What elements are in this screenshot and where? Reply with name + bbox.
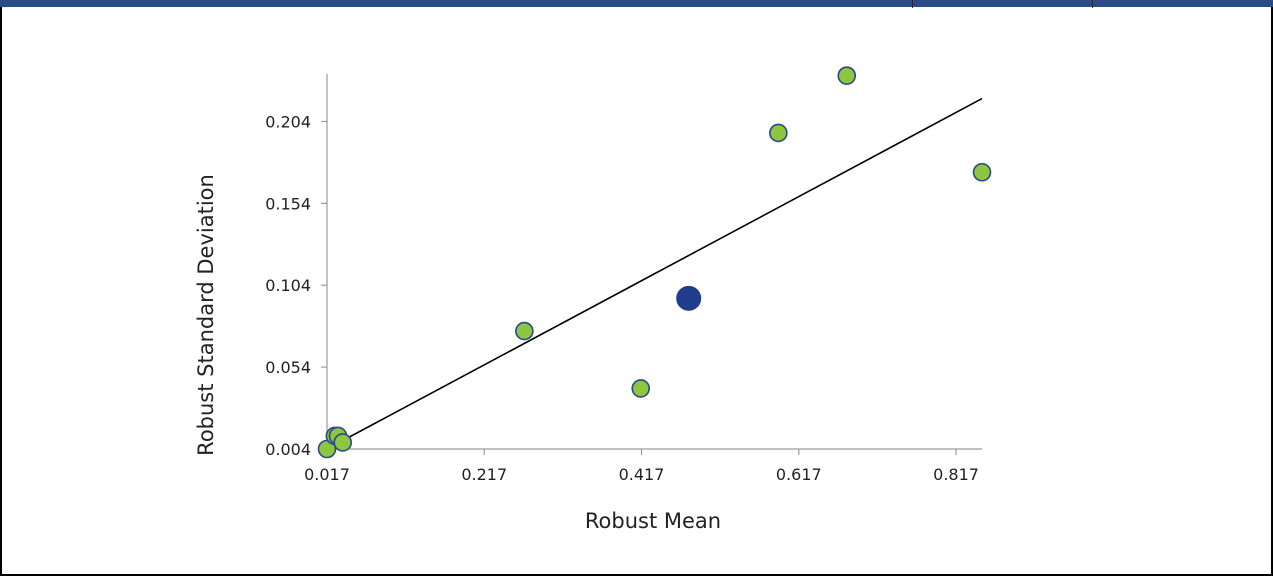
data-point <box>972 162 992 182</box>
y-tick-label: 0.054 <box>265 358 311 377</box>
header-divider-right <box>1092 0 1093 8</box>
y-tick-label: 0.004 <box>265 440 311 459</box>
data-point <box>515 321 534 341</box>
x-tick-label: 0.417 <box>619 465 665 484</box>
y-tick-label: 0.104 <box>265 276 311 295</box>
labels-layer: 0.004 0.054 0.104 0.154 0.204 0.017 0.217 0.417… <box>265 112 979 484</box>
trend-line-layer <box>326 97 983 450</box>
x-axis-title: Robust Mean <box>585 509 721 533</box>
y-tick-label: 0.154 <box>265 194 311 213</box>
points-layer <box>317 66 992 459</box>
y-axis-title: Robust Standard Deviation <box>194 174 218 456</box>
header-bar <box>0 0 1273 7</box>
trend-line <box>326 97 983 450</box>
data-point <box>631 379 651 398</box>
x-tick-label: 0.017 <box>304 465 350 484</box>
data-point <box>769 123 788 143</box>
x-tick-label: 0.817 <box>933 465 979 484</box>
x-tick-label: 0.217 <box>461 465 507 484</box>
data-point <box>333 433 353 452</box>
y-tick-label: 0.204 <box>265 112 311 131</box>
header-divider-left <box>912 0 913 8</box>
data-point <box>837 66 857 85</box>
highlight-point <box>676 285 702 311</box>
x-tick-label: 0.617 <box>776 465 822 484</box>
axes <box>321 74 982 455</box>
